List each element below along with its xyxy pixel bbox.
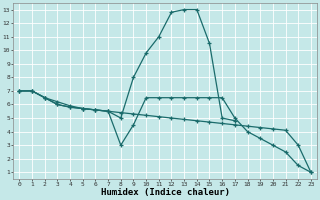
X-axis label: Humidex (Indice chaleur): Humidex (Indice chaleur) [100,188,230,197]
